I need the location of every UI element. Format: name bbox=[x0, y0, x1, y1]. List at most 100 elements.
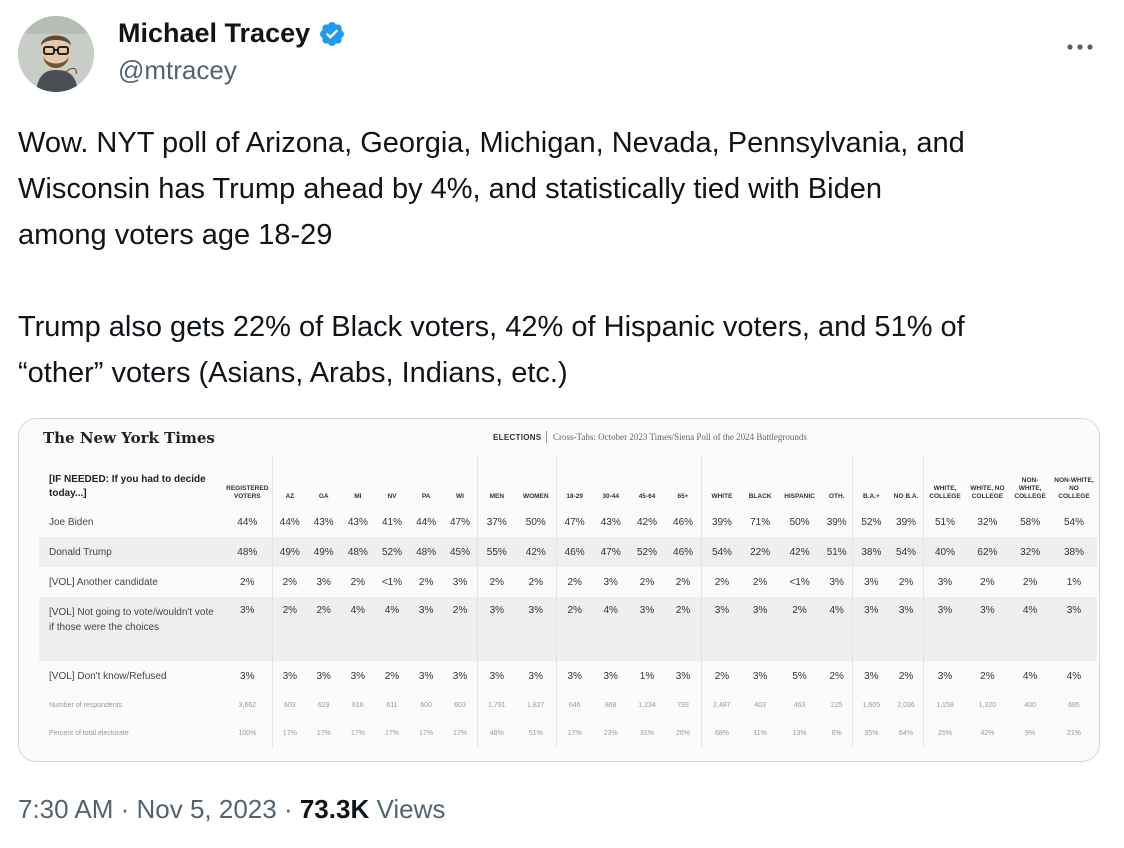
column-header: HISPANIC bbox=[784, 493, 815, 500]
poll-row: Joe Biden 44% 44% 43% 43% 41% 44% 47% 37% 50% 47% 4… bbox=[39, 507, 1097, 537]
poll-cell: 3% bbox=[675, 670, 691, 682]
poll-cell: 42% bbox=[778, 537, 821, 567]
poll-cell: 42% bbox=[980, 729, 995, 737]
poll-cell: 2% bbox=[980, 670, 995, 682]
column-header: B.A.+ bbox=[852, 455, 890, 507]
verified-badge-icon[interactable] bbox=[318, 20, 346, 48]
poll-cell: 3% bbox=[350, 670, 366, 682]
row-label: Number of respondents bbox=[49, 701, 123, 709]
poll-cell: 64% bbox=[899, 729, 914, 737]
poll-cell: 3% bbox=[476, 597, 516, 661]
poll-cell: 2% bbox=[350, 576, 366, 588]
poll-cell: 2% bbox=[443, 597, 478, 661]
poll-cell: 3% bbox=[752, 670, 768, 682]
poll-cell: 39% bbox=[700, 507, 742, 537]
poll-cell: 49% bbox=[271, 537, 307, 567]
column-header: WHITE, NO COLLEGE bbox=[970, 485, 1005, 500]
poll-row: [VOL] Another candidate 2% 2% 3% 2% <1% 2% 3% 2%… bbox=[39, 567, 1097, 597]
crosstab-title: Cross-Tabs: October 2023 Times/Siena Pol… bbox=[553, 432, 807, 442]
poll-cell: 17% bbox=[384, 729, 399, 737]
tweet-media-image[interactable]: The New York Times ELECTIONS Cross-Tabs:… bbox=[18, 418, 1100, 762]
poll-cell: 43% bbox=[313, 516, 334, 528]
column-header: 30-44 bbox=[602, 493, 620, 500]
poll-cell: 48% bbox=[476, 719, 516, 747]
poll-cell: 2,487 bbox=[700, 691, 742, 719]
poll-cell: 52% bbox=[852, 507, 890, 537]
separator-dot: · bbox=[113, 794, 137, 824]
poll-cell: 4% bbox=[1022, 670, 1038, 682]
column-header: NO B.A. bbox=[893, 493, 919, 500]
poll-cell: 2% bbox=[980, 576, 995, 588]
poll-cell: 71% bbox=[750, 516, 771, 528]
poll-cell: 2% bbox=[555, 597, 593, 661]
poll-cell: 35% bbox=[852, 719, 890, 747]
poll-cell: 1,791 bbox=[476, 691, 516, 719]
poll-cell: 32% bbox=[1008, 537, 1052, 567]
poll-cell: 38% bbox=[1051, 537, 1097, 567]
row-label: Joe Biden bbox=[49, 516, 94, 528]
poll-cell: 39% bbox=[826, 516, 847, 528]
section-label: ELECTIONS bbox=[493, 433, 542, 442]
column-header: AZ bbox=[271, 455, 307, 507]
poll-cell: 26% bbox=[676, 729, 691, 737]
poll-cell: 3% bbox=[452, 576, 468, 588]
row-label: Percent of total electorate bbox=[49, 729, 129, 737]
poll-cell: 23% bbox=[603, 729, 618, 737]
poll-cell: 1% bbox=[639, 670, 655, 682]
tweet-line: among voters age 18-29 bbox=[18, 219, 333, 251]
poll-cell: 3% bbox=[700, 597, 742, 661]
avatar[interactable] bbox=[18, 16, 94, 92]
poll-cell: 3% bbox=[476, 661, 516, 691]
column-header: PA bbox=[421, 493, 431, 500]
poll-cell: 48% bbox=[340, 537, 375, 567]
poll-cell: 44% bbox=[271, 507, 307, 537]
poll-row: Donald Trump 48% 49% 49% 48% 52% 48% 45% 55% 42% 4… bbox=[39, 537, 1097, 567]
poll-cell: 616 bbox=[351, 701, 364, 709]
poll-cell: 39% bbox=[896, 516, 917, 528]
poll-cell: 1% bbox=[1066, 576, 1082, 588]
poll-cell: 1,320 bbox=[978, 701, 997, 709]
more-options-icon[interactable] bbox=[1066, 26, 1094, 58]
poll-cell: 55% bbox=[476, 537, 516, 567]
poll-cell: 54% bbox=[700, 537, 742, 567]
column-header: BLACK bbox=[748, 493, 772, 500]
poll-cell: 3% bbox=[555, 661, 593, 691]
poll-cell: 3% bbox=[922, 661, 967, 691]
poll-cell: 43% bbox=[347, 516, 368, 528]
poll-cell: 2% bbox=[1022, 576, 1038, 588]
column-header: NON-WHITE, NO COLLEGE bbox=[1054, 477, 1094, 500]
row-label: [VOL] Don't know/Refused bbox=[49, 670, 167, 682]
row-label: Donald Trump bbox=[39, 537, 223, 567]
poll-cell: 2% bbox=[476, 567, 516, 597]
column-header: MEN bbox=[476, 455, 516, 507]
poll-cell: 6% bbox=[831, 729, 842, 737]
author-handle[interactable]: @mtracey bbox=[118, 55, 237, 85]
column-header: 45-64 bbox=[638, 493, 656, 500]
poll-cell: 42% bbox=[636, 516, 657, 528]
column-header: WOMEN bbox=[522, 493, 549, 500]
poll-cell: 17% bbox=[419, 729, 434, 737]
poll-cell: 2% bbox=[528, 576, 543, 588]
poll-cell: 3% bbox=[316, 576, 331, 588]
poll-cell: 2% bbox=[752, 576, 768, 588]
poll-cell: 3% bbox=[603, 576, 618, 588]
tweet-date[interactable]: Nov 5, 2023 bbox=[136, 794, 277, 824]
tweet-time[interactable]: 7:30 AM bbox=[18, 794, 114, 824]
poll-cell: 3% bbox=[966, 597, 1009, 661]
poll-cell: 47% bbox=[450, 516, 471, 528]
poll-cell: 38% bbox=[852, 537, 890, 567]
poll-cell: 225 bbox=[830, 701, 843, 709]
column-header: 18-29 bbox=[555, 455, 593, 507]
poll-cell: 5% bbox=[792, 670, 807, 682]
poll-cell: <1% bbox=[789, 576, 810, 588]
poll-cell: 3% bbox=[271, 661, 307, 691]
poll-cell: 11% bbox=[753, 729, 767, 737]
poll-table: [IF NEEDED: If you had to decide today..… bbox=[39, 455, 1097, 747]
tweet-line: Wow. NYT poll of Arizona, Georgia, Michi… bbox=[18, 127, 965, 159]
divider bbox=[546, 431, 547, 443]
poll-cell: 611 bbox=[386, 701, 398, 709]
poll-cell: 46% bbox=[665, 537, 702, 567]
column-header: WHITE, COLLEGE bbox=[922, 455, 967, 507]
views-count: 73.3K bbox=[299, 794, 370, 824]
author-name[interactable]: Michael Tracey bbox=[118, 18, 311, 48]
